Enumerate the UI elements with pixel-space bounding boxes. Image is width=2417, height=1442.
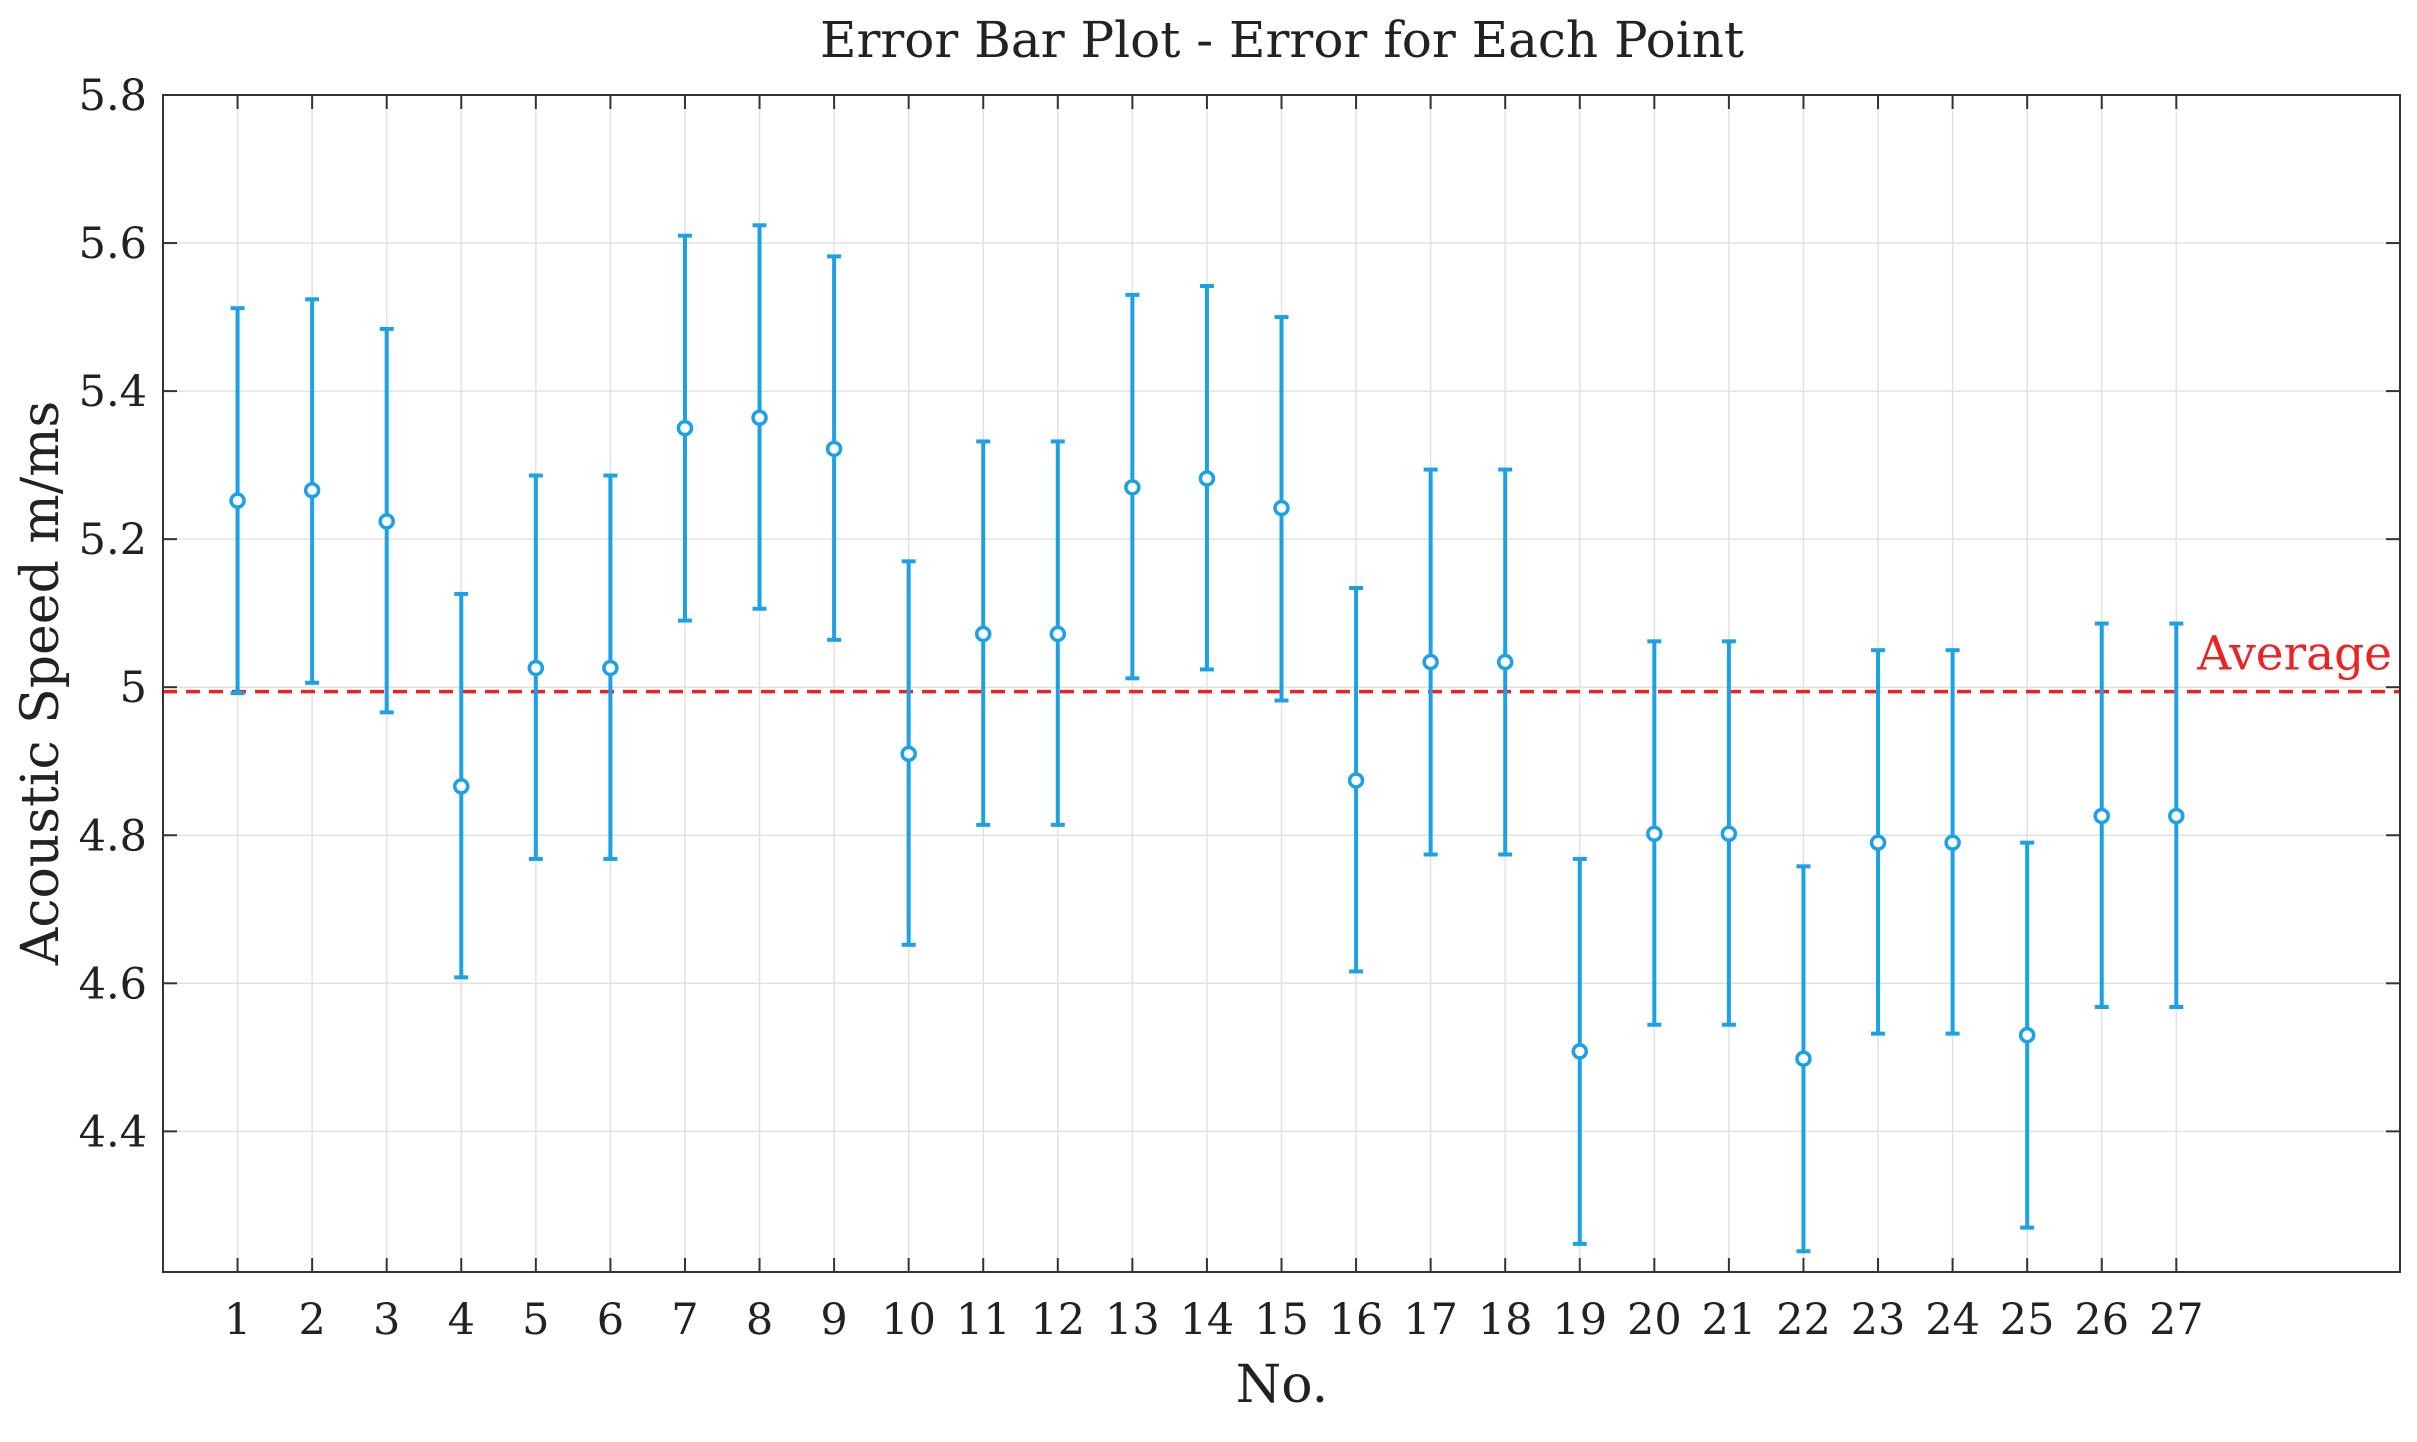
data-point-marker (602, 659, 619, 677)
axis-ticks: 1 2 3 4 5 6 7 8 9 10 11 12 13 14 15 16 17 18 19 20 21 22 23 24 2… (79, 71, 2400, 1345)
x-tick-label: 8 (746, 1295, 773, 1345)
x-tick-label: 23 (1851, 1295, 1906, 1345)
x-tick-label: 7 (671, 1295, 698, 1345)
x-tick-label: 25 (2000, 1295, 2055, 1345)
data-point-marker (676, 419, 694, 437)
data-point-marker (1646, 825, 1663, 843)
error-bar-point (1944, 648, 1961, 1036)
x-tick-label: 17 (1403, 1295, 1458, 1345)
y-tick-label: 4.8 (79, 811, 147, 861)
data-point-marker (453, 778, 470, 795)
x-tick-label: 1 (224, 1295, 251, 1345)
chart-title: Error Bar Plot - Error for Each Point (820, 11, 1744, 69)
error-bar-point (2168, 621, 2185, 1009)
x-tick-label: 12 (1030, 1295, 1085, 1345)
data-point-marker (229, 492, 246, 509)
y-tick-label: 5.8 (79, 71, 147, 121)
error-bar-point (751, 223, 768, 611)
error-bar-point (1720, 639, 1738, 1027)
x-tick-label: 27 (2149, 1295, 2204, 1345)
y-tick-label: 5.2 (79, 515, 147, 565)
data-point-marker (303, 482, 321, 499)
data-point-marker (2168, 807, 2185, 825)
error-bar-point (453, 591, 470, 980)
data-point-marker (900, 745, 917, 763)
data-point-marker (527, 659, 545, 677)
error-bar-point (900, 559, 917, 947)
error-bar-point (1795, 864, 1812, 1254)
data-point-marker (974, 625, 992, 643)
x-tick-label: 10 (881, 1295, 936, 1345)
x-tick-label: 9 (820, 1295, 847, 1345)
error-bar-point (602, 473, 619, 861)
x-tick-label: 3 (373, 1295, 400, 1345)
error-bar-point (229, 306, 246, 696)
error-bar-point (2018, 840, 2036, 1230)
error-bar-point (676, 233, 694, 623)
error-bar-point (1347, 586, 1365, 974)
x-tick-label: 22 (1776, 1295, 1831, 1345)
x-tick-label: 11 (956, 1295, 1011, 1345)
x-tick-label: 2 (298, 1295, 325, 1345)
x-tick-label: 18 (1478, 1295, 1533, 1345)
error-bar-point (1273, 315, 1290, 703)
error-bar-point (527, 473, 545, 861)
x-axis-label: No. (1236, 1355, 1328, 1415)
data-point-marker (1347, 772, 1365, 789)
x-tick-label: 24 (1925, 1295, 1980, 1345)
x-tick-label: 14 (1180, 1295, 1235, 1345)
error-bar-point (1646, 639, 1663, 1027)
x-tick-label: 19 (1552, 1295, 1607, 1345)
data-point-marker (1944, 834, 1961, 851)
data-point-marker (2093, 807, 2110, 825)
average-label: Average (2196, 627, 2392, 682)
data-point-marker (1795, 1050, 1812, 1068)
data-point-marker (1198, 470, 1216, 487)
error-bar-point (1869, 648, 1887, 1036)
data-point-marker (1124, 479, 1141, 496)
data-point-marker (378, 513, 395, 530)
error-bar-point (1571, 856, 1589, 1246)
y-tick-label: 5.6 (79, 219, 147, 269)
data-point-marker (825, 440, 843, 458)
x-tick-label: 16 (1329, 1295, 1384, 1345)
data-point-marker (2018, 1026, 2036, 1044)
x-tick-label: 6 (597, 1295, 624, 1345)
x-tick-label: 13 (1105, 1295, 1160, 1345)
x-tick-label: 15 (1254, 1295, 1309, 1345)
error-bar-point (1049, 439, 1067, 827)
error-bar-point (2093, 621, 2110, 1009)
y-tick-label: 4.4 (79, 1107, 147, 1157)
error-bar-point (1496, 467, 1514, 857)
error-bar-point (974, 439, 992, 827)
error-bar-point (378, 326, 395, 715)
x-tick-label: 4 (448, 1295, 475, 1345)
y-axis-label: Acoustic Speed m/ms (11, 401, 71, 966)
x-tick-label: 20 (1627, 1295, 1682, 1345)
error-bar-point (1124, 292, 1141, 681)
series-points (229, 223, 2185, 1254)
error-bar-point (303, 297, 321, 685)
error-bar-point (825, 254, 843, 642)
data-point-marker (1869, 834, 1887, 851)
data-point-marker (1422, 653, 1439, 671)
error-bar-point (1198, 283, 1216, 672)
x-tick-label: 21 (1702, 1295, 1757, 1345)
data-point-marker (1720, 825, 1738, 843)
data-point-marker (1273, 499, 1290, 517)
data-point-marker (1049, 625, 1067, 643)
y-tick-label: 5 (120, 663, 147, 713)
data-point-marker (751, 409, 768, 426)
y-tick-label: 5.4 (79, 367, 147, 417)
x-tick-label: 5 (522, 1295, 549, 1345)
data-point-marker (1496, 653, 1514, 671)
error-bar-point (1422, 467, 1439, 857)
data-point-marker (1571, 1043, 1589, 1060)
x-tick-label: 26 (2074, 1295, 2129, 1345)
y-tick-label: 4.6 (79, 959, 147, 1009)
